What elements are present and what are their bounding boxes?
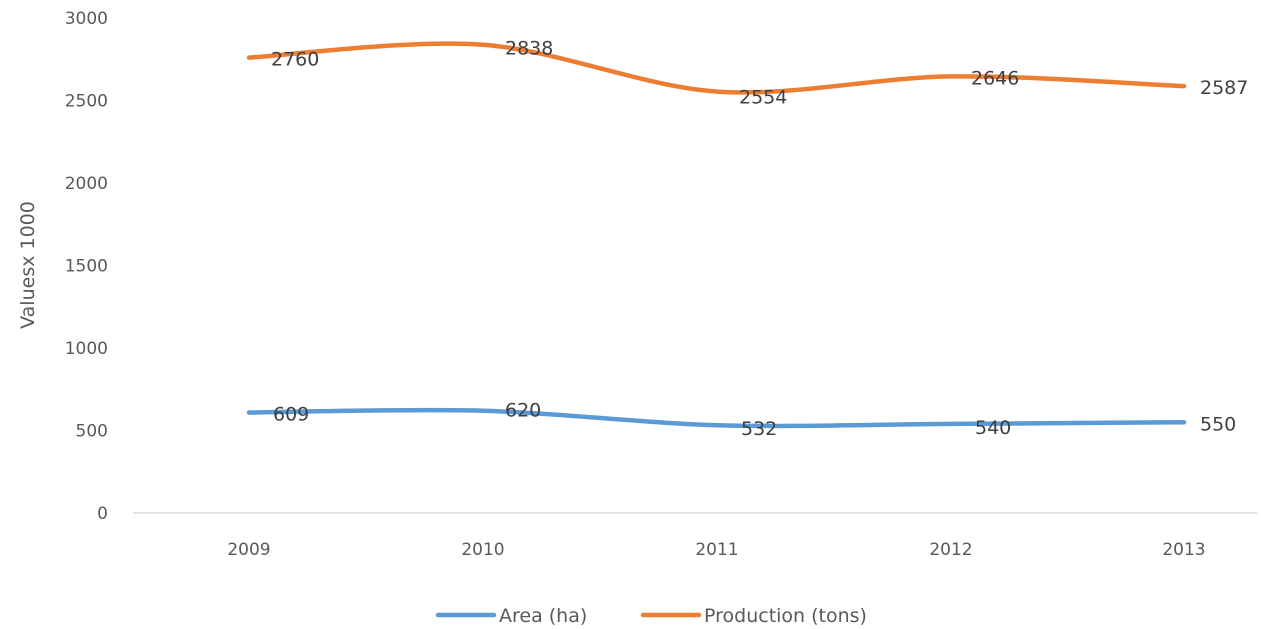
data-label: 2760 bbox=[271, 49, 319, 71]
y-axis-title: Valuesx 1000 bbox=[17, 201, 39, 329]
x-tick-label: 2013 bbox=[1162, 540, 1205, 560]
data-label: 620 bbox=[505, 400, 541, 422]
y-tick-label: 0 bbox=[97, 504, 108, 524]
y-tick-label: 1500 bbox=[65, 257, 108, 277]
y-tick-label: 500 bbox=[76, 422, 108, 442]
x-axis-ticks: 2009 2010 2011 2012 2013 bbox=[227, 540, 1205, 560]
y-tick-label: 2500 bbox=[65, 92, 108, 112]
x-tick-label: 2011 bbox=[695, 540, 738, 560]
data-label: 2646 bbox=[971, 67, 1019, 89]
data-label: 2554 bbox=[739, 87, 787, 109]
y-tick-label: 2000 bbox=[65, 174, 108, 194]
x-tick-label: 2010 bbox=[461, 540, 504, 560]
data-label: 540 bbox=[975, 417, 1011, 439]
data-label: 609 bbox=[273, 404, 309, 426]
data-label: 532 bbox=[741, 418, 777, 440]
y-tick-label: 3000 bbox=[65, 9, 108, 29]
data-label: 2587 bbox=[1200, 77, 1248, 99]
y-tick-label: 1000 bbox=[65, 339, 108, 359]
series-line-production bbox=[246, 41, 1187, 95]
legend-label: Area (ha) bbox=[499, 605, 587, 627]
data-labels: 609 620 532 540 550 2760 2838 2554 2646 2587 bbox=[271, 38, 1248, 440]
series-line-area bbox=[246, 407, 1187, 429]
legend: Area (ha) Production (tons) bbox=[435, 605, 867, 627]
data-label: 550 bbox=[1200, 413, 1236, 435]
data-label: 2838 bbox=[505, 38, 553, 60]
y-axis-ticks: 0 500 1000 1500 2000 2500 3000 bbox=[65, 9, 108, 524]
series-lines bbox=[246, 41, 1187, 429]
x-tick-label: 2009 bbox=[227, 540, 270, 560]
x-tick-label: 2012 bbox=[929, 540, 972, 560]
legend-label: Production (tons) bbox=[704, 605, 867, 627]
